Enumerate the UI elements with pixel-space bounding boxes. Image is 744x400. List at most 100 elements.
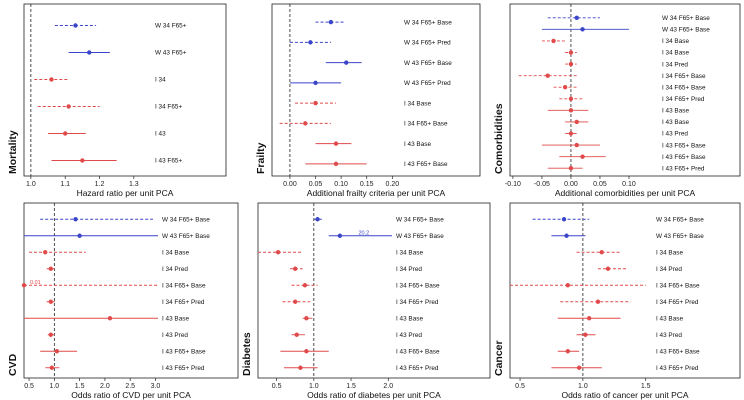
row-label: I 34 Base bbox=[162, 249, 189, 256]
point-estimate bbox=[565, 283, 571, 288]
x-tick-label: -0.10 bbox=[505, 181, 521, 188]
panel-frame bbox=[257, 202, 491, 379]
panel-title: CVD bbox=[7, 353, 19, 376]
x-tick-label: -0.05 bbox=[534, 181, 550, 188]
row-label: W 34 F65+ Base bbox=[162, 216, 210, 223]
point-estimate bbox=[586, 316, 592, 321]
row-label: W 43 F65+ Base bbox=[662, 27, 710, 34]
point-estimate bbox=[43, 250, 48, 255]
row-label: W 43 F65+ Base bbox=[162, 233, 210, 240]
out-of-range-annotation: 0.01 bbox=[30, 280, 41, 286]
row-label: I 34 bbox=[155, 77, 166, 84]
row-label: I 43 F65+ Base bbox=[404, 161, 448, 168]
row-label: I 43 F65+ Base bbox=[396, 348, 440, 355]
row-label: I 34 F65+ Pred bbox=[162, 299, 205, 306]
row-label: I 43 Base bbox=[162, 315, 189, 322]
point-estimate bbox=[344, 60, 349, 65]
x-axis-title: Odds ratio of cancer per unit PCA bbox=[561, 390, 688, 400]
point-estimate bbox=[54, 349, 60, 354]
point-estimate bbox=[304, 316, 309, 321]
point-estimate bbox=[73, 217, 78, 222]
point-estimate bbox=[77, 233, 82, 238]
point-estimate bbox=[568, 61, 574, 67]
x-tick-label: 0.5 bbox=[272, 383, 282, 390]
row-label: I 34 Base bbox=[662, 50, 689, 57]
row-label: I 34 Pred bbox=[396, 266, 422, 273]
x-tick-label: 1.0 bbox=[309, 383, 319, 390]
row-label: I 43 Pred bbox=[396, 332, 422, 339]
row-label: I 34 F65+ Base bbox=[656, 282, 700, 289]
row-label: I 34 Base bbox=[404, 100, 431, 107]
x-tick-label: 0.5 bbox=[515, 383, 525, 390]
x-tick-label: 0.10 bbox=[622, 181, 636, 188]
panel-title: Cancer bbox=[493, 340, 505, 376]
row-label: I 43 Pred bbox=[162, 332, 188, 339]
x-axis-title: Additional comorbidities per unit PCA bbox=[555, 188, 696, 198]
row-label: I 34 F65+ bbox=[155, 104, 182, 111]
panel-title: Comorbidities bbox=[493, 103, 505, 174]
point-estimate bbox=[313, 80, 318, 86]
x-tick-label: 0.5 bbox=[24, 383, 34, 390]
point-estimate bbox=[302, 283, 308, 288]
point-estimate bbox=[568, 166, 574, 171]
point-estimate bbox=[583, 332, 588, 337]
point-estimate bbox=[337, 233, 343, 238]
row-label: I 34 F65+ Base bbox=[396, 282, 440, 289]
x-tick-label: 1.5 bbox=[641, 383, 651, 390]
point-estimate bbox=[313, 100, 318, 106]
row-label: I 43 F65+ bbox=[155, 158, 182, 165]
x-tick-label: 1.0 bbox=[49, 383, 59, 390]
x-axis-title: Odds ratio of CVD per unit PCA bbox=[71, 390, 191, 400]
point-estimate bbox=[333, 161, 339, 167]
row-label: I 43 F65+ Pred bbox=[162, 365, 205, 372]
point-estimate bbox=[294, 332, 299, 337]
point-estimate bbox=[333, 141, 339, 146]
row-label: I 43 F65+ Base bbox=[662, 154, 706, 161]
x-tick-label: 0.05 bbox=[593, 181, 607, 188]
row-label: I 34 Base bbox=[396, 249, 423, 256]
point-estimate bbox=[48, 299, 53, 304]
point-estimate bbox=[275, 250, 281, 255]
x-axis-title: Additional frailty criteria per unit PCA bbox=[307, 188, 446, 198]
point-estimate bbox=[568, 50, 574, 55]
x-tick-label: 0.00 bbox=[564, 181, 578, 188]
point-estimate bbox=[562, 85, 568, 90]
point-estimate bbox=[580, 27, 585, 32]
x-tick-label: 1.0 bbox=[578, 383, 588, 390]
point-estimate bbox=[574, 142, 579, 148]
row-label: I 43 Base bbox=[396, 315, 423, 322]
panel-frame bbox=[23, 202, 239, 379]
row-label: I 43 Base bbox=[656, 315, 683, 322]
row-label: I 34 F65+ Pred bbox=[662, 96, 705, 103]
point-estimate bbox=[21, 283, 27, 288]
row-label: I 34 F65+ Pred bbox=[396, 299, 439, 306]
point-estimate bbox=[293, 266, 298, 271]
x-tick-label: 0.05 bbox=[309, 181, 323, 188]
x-tick-label: 2.5 bbox=[125, 383, 135, 390]
row-label: I 43 F65+ Pred bbox=[656, 365, 699, 372]
row-label: I 34 F65+ Base bbox=[662, 84, 706, 91]
point-estimate bbox=[580, 154, 585, 159]
point-estimate bbox=[62, 131, 68, 136]
point-estimate bbox=[49, 365, 55, 370]
row-label: I 43 Base bbox=[404, 141, 431, 148]
point-estimate bbox=[565, 349, 571, 354]
panel-frame bbox=[271, 3, 481, 177]
point-estimate bbox=[48, 266, 53, 271]
point-estimate bbox=[574, 15, 579, 20]
panel-title: Mortality bbox=[7, 130, 19, 174]
row-label: I 34 Pred bbox=[656, 266, 682, 273]
point-estimate bbox=[568, 108, 574, 113]
row-label: W 43 F65+ bbox=[155, 50, 187, 57]
row-label: I 34 Pred bbox=[162, 266, 188, 273]
row-label: W 43 F65+ Base bbox=[404, 60, 452, 67]
panel-title: Diabetes bbox=[241, 332, 253, 376]
row-label: W 43 F65+ Base bbox=[656, 233, 704, 240]
x-axis-title: Odds ratio of diabetes per unit PCA bbox=[307, 390, 441, 400]
row-label: W 34 F65+ Pred bbox=[404, 40, 451, 47]
point-estimate bbox=[595, 299, 601, 304]
